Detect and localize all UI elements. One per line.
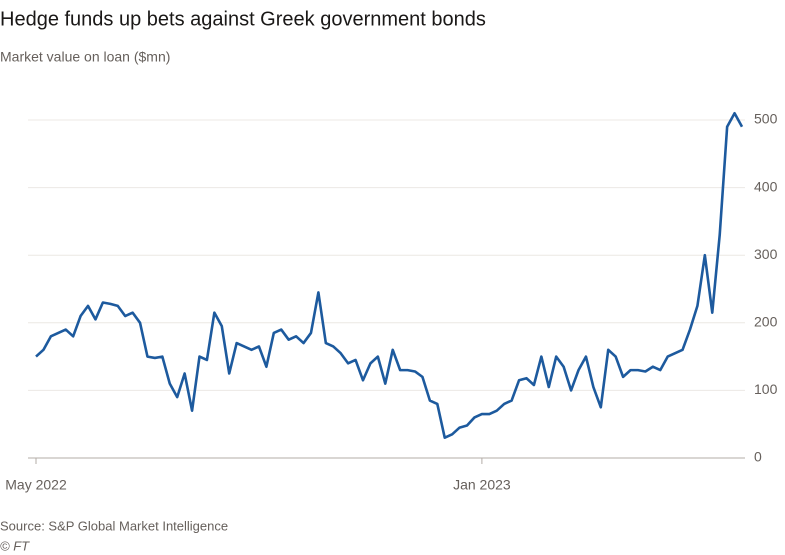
y-tick-label: 400 [754, 178, 778, 194]
source: Source: S&P Global Market Intelligence [0, 518, 228, 533]
y-tick-label: 100 [754, 381, 778, 397]
credit: © FT [0, 538, 30, 553]
x-tick-label: Jan 2023 [453, 477, 511, 493]
y-tick-label: 200 [754, 314, 778, 330]
line [35, 111, 744, 440]
chart-title: Hedge funds up bets against Greek govern… [0, 8, 486, 30]
chart-subtitle: Market value on loan ($mn) [0, 49, 170, 65]
y-tick-label: 0 [754, 449, 762, 465]
x-tick-label: May 2022 [5, 477, 67, 493]
y-tick-label: 300 [754, 246, 778, 262]
y-tick-label: 500 [754, 111, 778, 127]
